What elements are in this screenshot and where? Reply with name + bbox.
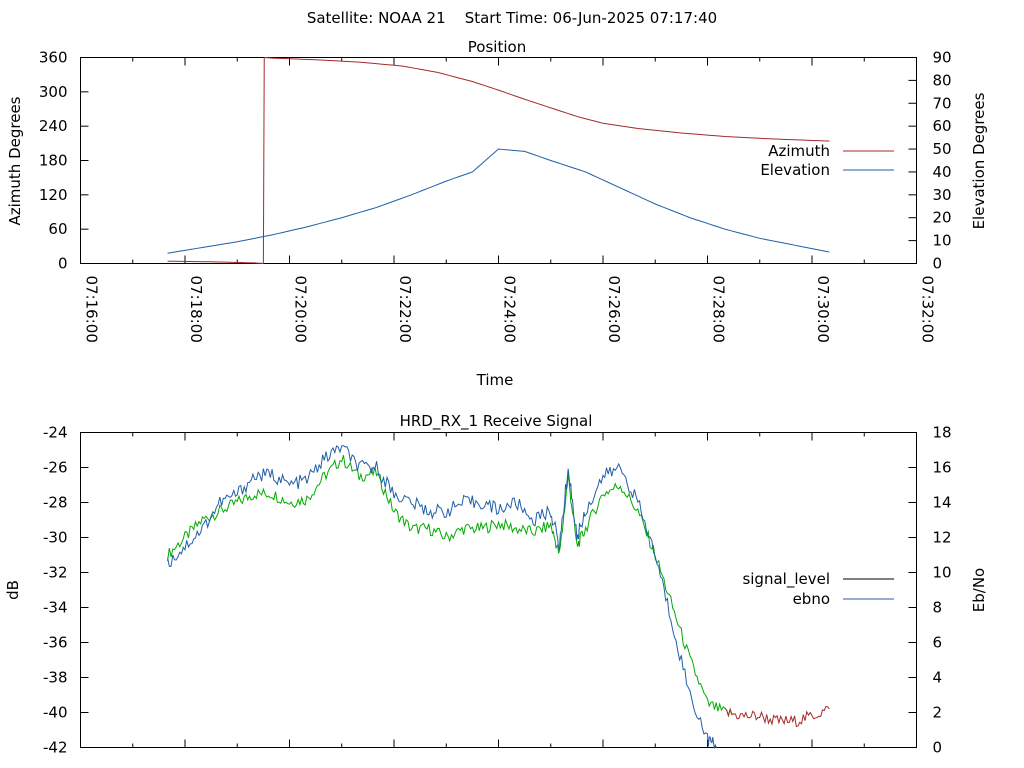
- y2-tick-label: 4: [933, 669, 943, 687]
- x-tick-label: 07:16:00: [83, 276, 101, 343]
- page-title: Satellite: NOAA 21 Start Time: 06-Jun-20…: [307, 9, 717, 27]
- y2-tick-label: 0: [933, 255, 943, 273]
- position-legend: Azimuth Elevation: [760, 142, 894, 179]
- position-y-axis-label: Azimuth Degrees: [6, 96, 24, 225]
- y2-tick-label: 2: [933, 704, 943, 722]
- legend-label-signal-level: signal_level: [742, 570, 830, 589]
- series-line-ebno: [167, 445, 717, 749]
- y-tick-label: -24: [43, 424, 68, 442]
- y-tick-label: 180: [39, 152, 68, 170]
- series-line-signal-level-tail: [724, 705, 830, 728]
- signal-y2-axis-label: Eb/No: [970, 568, 988, 612]
- y2-tick-label: 20: [933, 209, 952, 227]
- position-y2-axis-label: Elevation Degrees: [970, 92, 988, 229]
- position-chart: Position Azimuth Degrees Elevation Degre…: [6, 38, 988, 389]
- y-tick-label: 60: [48, 220, 67, 238]
- signal-y-axis-label: dB: [4, 580, 22, 600]
- y-tick-label: 360: [39, 49, 68, 67]
- y2-tick-label: 16: [933, 459, 952, 477]
- y-tick-label: -30: [43, 529, 68, 547]
- signal-plot-frame: [80, 432, 917, 748]
- signal-chart-title: HRD_RX_1 Receive Signal: [400, 412, 593, 431]
- series-line-azimuth: [167, 56, 830, 265]
- position-series: [167, 56, 830, 265]
- y-tick-label: -40: [43, 704, 68, 722]
- y2-tick-label: 0: [933, 739, 943, 757]
- series-line-elevation: [167, 148, 830, 254]
- y2-tick-label: 12: [933, 529, 952, 547]
- x-tick-label: 07:18:00: [187, 276, 205, 343]
- y2-tick-label: 6: [933, 634, 943, 652]
- y-tick-label: 300: [39, 83, 68, 101]
- position-x-axis-label: Time: [476, 371, 514, 389]
- x-tick-label: 07:24:00: [501, 276, 519, 343]
- y2-tick-label: 50: [933, 140, 952, 158]
- y-tick-label: -28: [43, 494, 68, 512]
- position-ticks: 0 60 120 180 240 300 360 0 10 20 30 40 50 60 70 80 90 07:…: [39, 49, 952, 343]
- signal-legend: signal_level ebno: [742, 570, 894, 608]
- legend-label-ebno: ebno: [793, 590, 830, 608]
- legend-label-azimuth: Azimuth: [768, 142, 830, 160]
- y2-tick-label: 60: [933, 117, 952, 135]
- x-tick-label: 07:32:00: [919, 276, 937, 343]
- y2-tick-label: 10: [933, 232, 952, 250]
- y-tick-label: -32: [43, 564, 68, 582]
- y2-tick-label: 18: [933, 424, 952, 442]
- y2-tick-label: 70: [933, 94, 952, 112]
- y2-tick-label: 10: [933, 564, 952, 582]
- signal-ticks: -42 -40 -38 -36 -34 -32 -30 -28 -26 -24 0 2 4 6 8 10 12 1…: [43, 424, 952, 757]
- x-tick-label: 07:30:00: [814, 276, 832, 343]
- y-tick-label: -34: [43, 599, 68, 617]
- series-line-signal-level: [167, 455, 734, 718]
- x-tick-label: 07:26:00: [605, 276, 623, 343]
- y-tick-label: -38: [43, 669, 68, 687]
- y-tick-label: 120: [39, 186, 68, 204]
- signal-series: [167, 445, 830, 749]
- legend-label-elevation: Elevation: [760, 161, 830, 179]
- y-tick-label: -26: [43, 459, 68, 477]
- y2-tick-label: 8: [933, 599, 943, 617]
- y2-tick-label: 40: [933, 163, 952, 181]
- y2-tick-label: 80: [933, 71, 952, 89]
- y2-tick-label: 30: [933, 186, 952, 204]
- x-tick-label: 07:28:00: [710, 276, 728, 343]
- x-tick-label: 07:22:00: [396, 276, 414, 343]
- y2-tick-label: 90: [933, 49, 952, 67]
- y-tick-label: 0: [58, 255, 68, 273]
- signal-chart: HRD_RX_1 Receive Signal dB Eb/No -42-40-…: [4, 412, 988, 757]
- y-tick-label: -42: [43, 739, 68, 757]
- y2-tick-label: 14: [933, 494, 952, 512]
- position-chart-title: Position: [468, 38, 526, 56]
- y-tick-label: 240: [39, 117, 68, 135]
- y-tick-label: -36: [43, 634, 68, 652]
- x-tick-label: 07:20:00: [292, 276, 310, 343]
